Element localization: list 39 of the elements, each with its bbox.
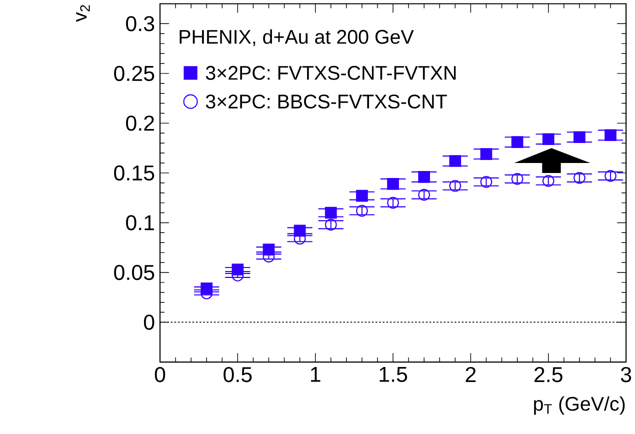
point <box>511 173 524 185</box>
y-tick-label: 0.05 <box>114 265 154 280</box>
y-tick-label: 0.2 <box>126 116 154 131</box>
point <box>324 218 337 231</box>
point <box>542 175 554 187</box>
x-tick-label: 1.5 <box>380 367 408 382</box>
point <box>324 206 337 219</box>
x-axis-title: p$_{T}$ (GeV/c) <box>534 396 625 415</box>
point <box>449 180 462 192</box>
point <box>511 136 524 148</box>
y-axis-title: v$_{2}$ <box>76 5 90 22</box>
x-tick-label: 3 <box>620 367 632 382</box>
point <box>480 148 492 160</box>
x-tick-label: 0.5 <box>224 367 252 382</box>
y-tick-label: 0.3 <box>126 16 154 32</box>
y-tick-label: 0.25 <box>114 66 154 82</box>
y-tick-label: 0.1 <box>126 215 154 230</box>
legend-label: 3×2PC: FVTXS-CNT-FVTXN <box>206 66 456 80</box>
point <box>356 190 368 202</box>
x-tick-label: 1 <box>311 367 320 382</box>
legend-title: PHENIX, d+Au at 200 GeV <box>180 30 414 46</box>
point <box>542 133 554 146</box>
point <box>604 170 616 182</box>
point <box>356 204 368 217</box>
point <box>480 176 492 188</box>
point <box>449 155 462 168</box>
y-tick-label: 0.15 <box>114 165 154 181</box>
x-tick-label: 2 <box>466 367 476 382</box>
point <box>604 129 616 142</box>
x-tick-label: 0 <box>154 367 166 382</box>
point <box>387 197 399 209</box>
point <box>418 171 430 183</box>
point <box>574 172 586 184</box>
point <box>418 189 430 201</box>
legend-label: 3×2PC: BBCS-FVTXS-CNT <box>206 94 447 109</box>
point <box>387 178 399 190</box>
y-tick-label: 0 <box>144 314 154 330</box>
point <box>574 131 586 144</box>
x-tick-label: 2.5 <box>534 367 562 382</box>
